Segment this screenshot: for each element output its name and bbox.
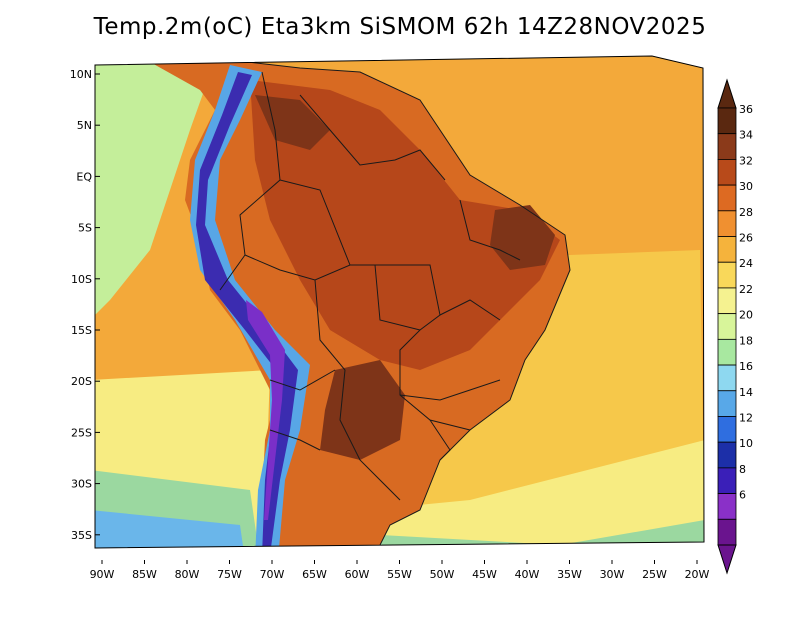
lat-tick-label: 10S	[71, 273, 92, 286]
colorbar-label: 36	[739, 103, 753, 116]
lon-tick-label: 30W	[600, 568, 625, 581]
lon-tick-label: 40W	[515, 568, 540, 581]
colorbar-segment	[717, 210, 737, 237]
colorbar-segment	[717, 236, 737, 263]
lat-tick-label: 10N	[70, 68, 92, 81]
land-hottest-chaco	[320, 360, 405, 460]
colorbar-label: 30	[739, 180, 753, 193]
latitude-axis: 10N 5N EQ 5S 10S 15S 20S 25S 30S 35S	[70, 68, 100, 542]
colorbar-label: 6	[739, 489, 746, 502]
colorbar-segment	[717, 493, 737, 520]
colorbar-bottom-arrow	[717, 544, 737, 575]
lat-tick-label: 5N	[77, 119, 92, 132]
colorbar-segment	[717, 416, 737, 443]
colorbar-segment	[717, 467, 737, 494]
lat-tick-label: EQ	[76, 170, 92, 183]
lat-tick-label: 20S	[71, 375, 92, 388]
colorbar-label: 8	[739, 463, 746, 476]
colorbar-segment	[717, 390, 737, 417]
ocean-cold-region	[95, 470, 704, 548]
longitude-axis: 90W 85W 80W 75W 70W 65W 60W 55W 50W 45W 40W 35W 30W 2…	[90, 560, 710, 581]
colorbar-label: 28	[739, 206, 753, 219]
lon-tick-label: 50W	[430, 568, 455, 581]
lon-tick-label: 35W	[557, 568, 582, 581]
land-hottest-northeast	[490, 205, 555, 270]
lon-tick-label: 60W	[345, 568, 370, 581]
lon-tick-label: 55W	[387, 568, 412, 581]
colorbar-segment	[717, 364, 737, 392]
temperature-field	[95, 56, 704, 548]
colorbar-label: 26	[739, 232, 753, 245]
colorbar-segment	[717, 133, 737, 160]
chart-title: Temp.2m(oC) Eta3km SiSMOM 62h 14Z28NOV20…	[93, 14, 707, 40]
colorbar-segment	[717, 159, 737, 186]
lon-tick-label: 20W	[685, 568, 710, 581]
colorbar-label: 18	[739, 334, 753, 347]
colorbar-segment	[717, 441, 737, 469]
lon-tick-label: 70W	[260, 568, 285, 581]
colorbar-segment	[717, 287, 737, 315]
colorbar-label: 14	[739, 386, 753, 399]
land-hotter-region	[250, 80, 560, 370]
colorbar-label: 16	[739, 360, 753, 373]
colorbar-segment	[717, 313, 737, 340]
lat-tick-label: 35S	[71, 529, 92, 542]
colorbar-segment	[717, 518, 737, 546]
colorbar-label: 32	[739, 154, 753, 167]
lon-tick-label: 85W	[132, 568, 157, 581]
colorbar-label: 10	[739, 437, 753, 450]
lon-tick-label: 65W	[302, 568, 327, 581]
lat-tick-label: 30S	[71, 478, 92, 491]
colorbar-label: 24	[739, 257, 753, 270]
colorbar-label: 34	[739, 129, 753, 142]
colorbar-label: 22	[739, 283, 753, 296]
colorbar-top-arrow	[717, 78, 737, 109]
colorbar-label: 20	[739, 309, 753, 322]
country-borders	[149, 59, 571, 546]
colorbar-label: 12	[739, 411, 753, 424]
pacific-green-region	[95, 60, 215, 320]
lat-tick-label: 5S	[78, 222, 92, 235]
colorbar-segment	[717, 107, 737, 135]
land-hottest-amazon	[255, 95, 330, 150]
lat-tick-label: 25S	[71, 426, 92, 439]
lon-tick-label: 45W	[472, 568, 497, 581]
colorbar-segment	[717, 338, 737, 366]
colorbar-segment	[717, 261, 737, 289]
lon-tick-label: 80W	[175, 568, 200, 581]
colorbar: 36 34 32 30 28 26 24 22 20 18 16 14 12 10 8 6	[717, 78, 753, 575]
andes-coldest-ridge	[246, 300, 285, 520]
lon-tick-label: 25W	[642, 568, 667, 581]
map-frame	[94, 55, 705, 549]
colorbar-segment	[717, 184, 737, 212]
lon-tick-label: 75W	[217, 568, 242, 581]
lat-tick-label: 15S	[71, 324, 92, 337]
lon-tick-label: 90W	[90, 568, 115, 581]
